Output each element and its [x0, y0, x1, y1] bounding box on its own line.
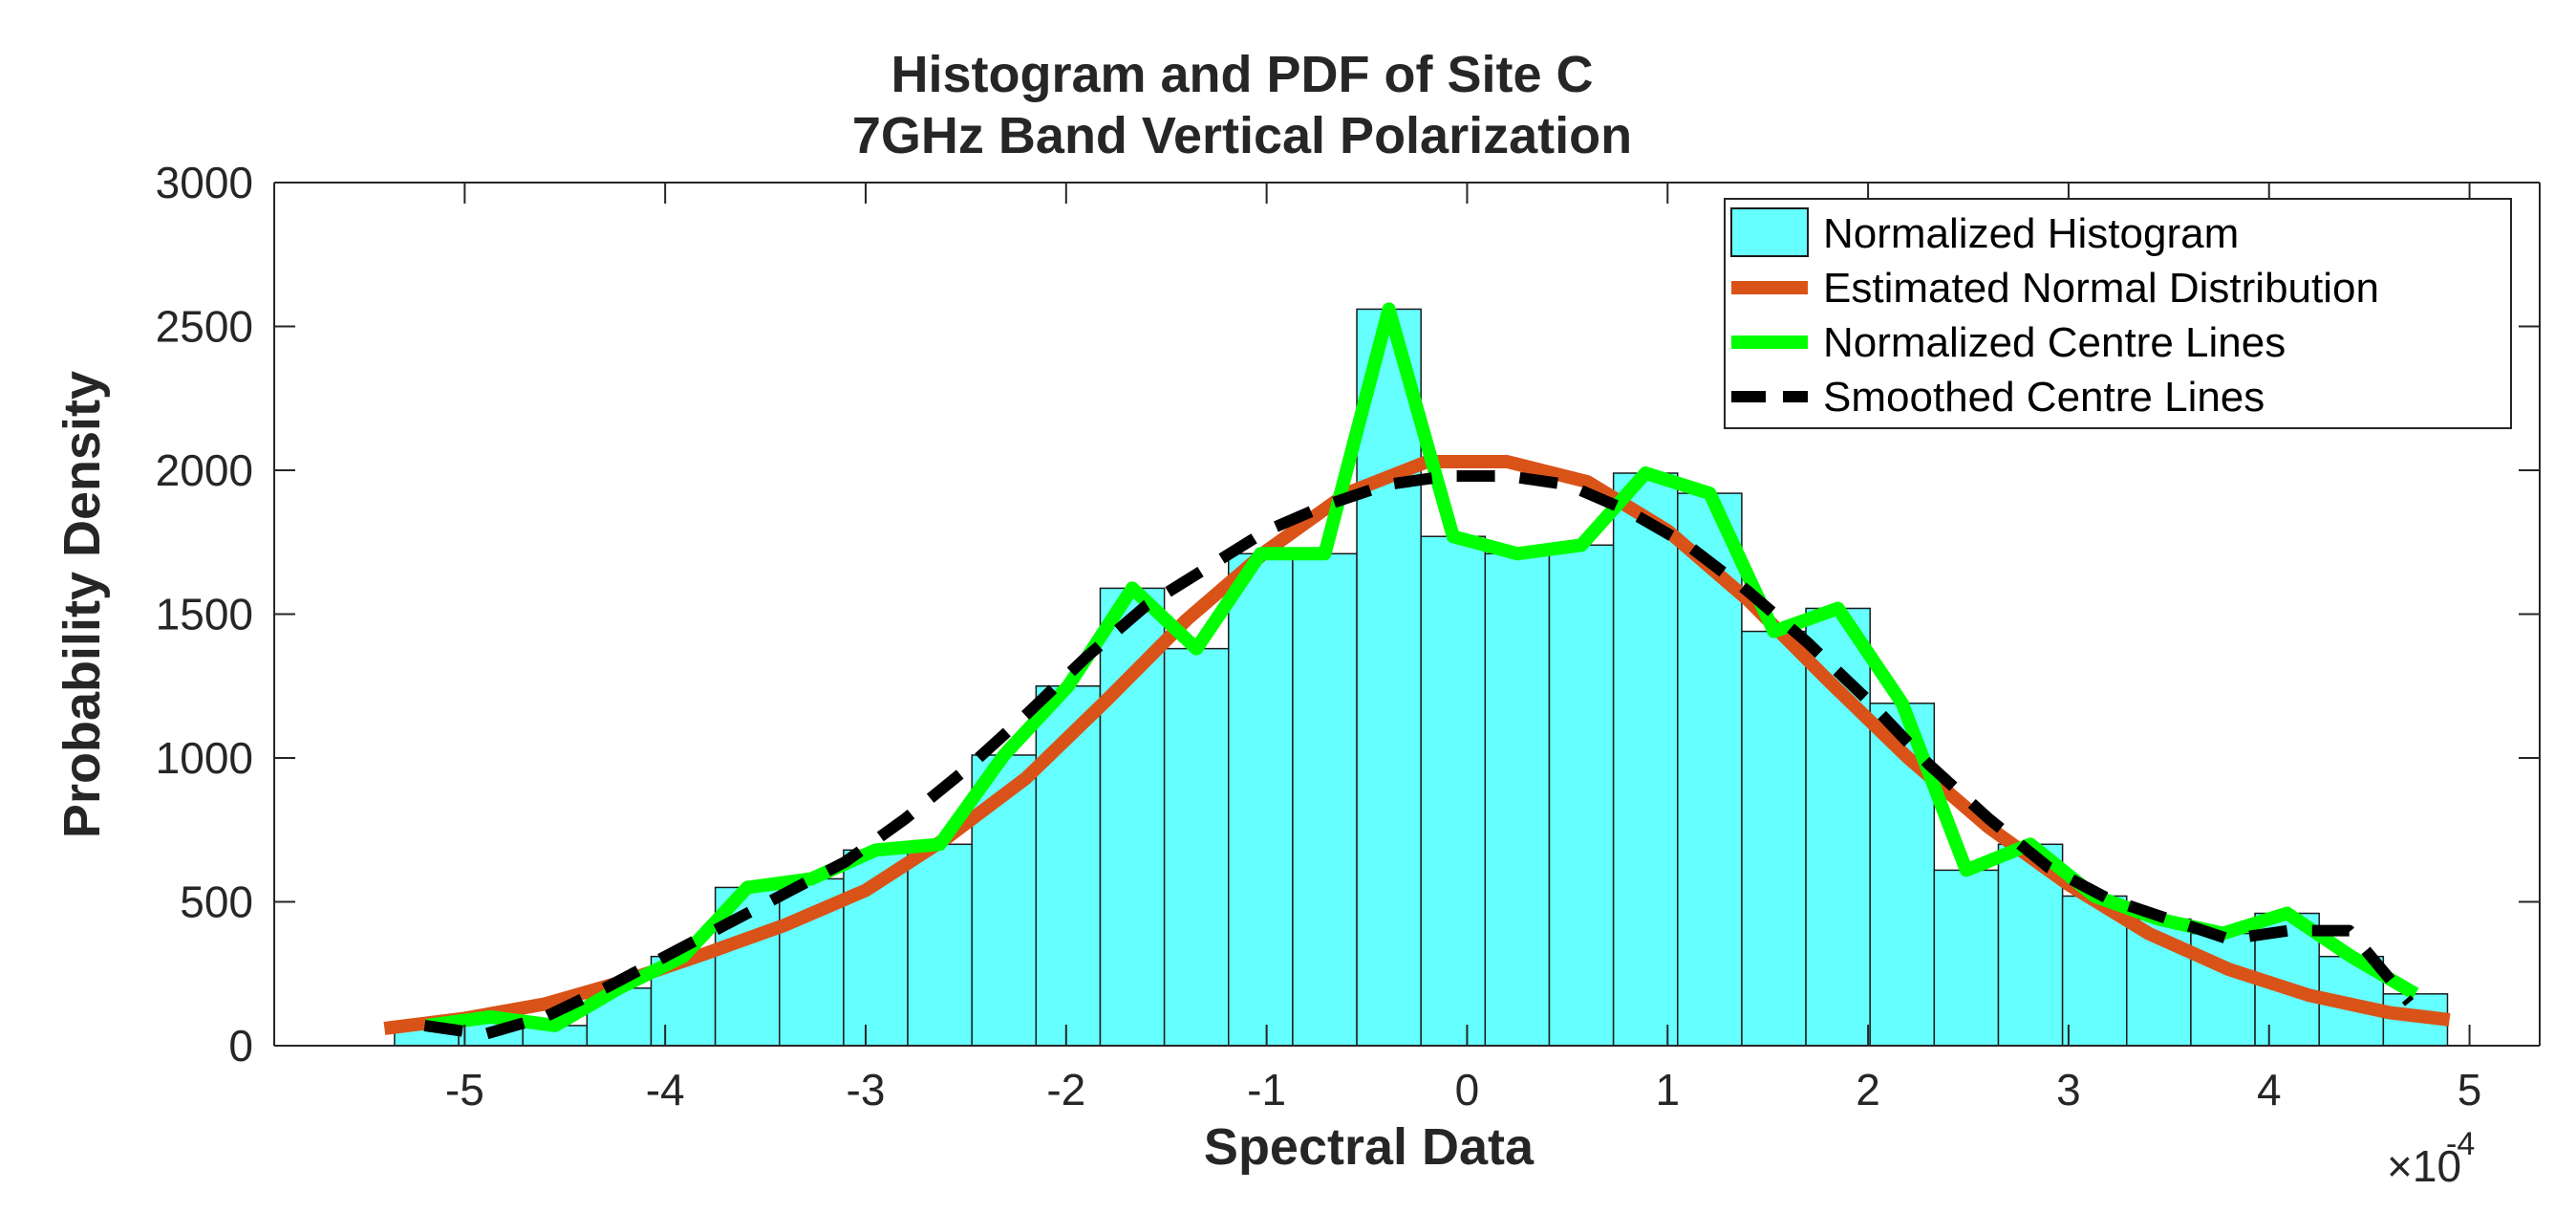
- x-tick-label: 3: [2056, 1065, 2081, 1115]
- histogram-bar: [1163, 647, 1230, 1047]
- chart-title-line-1: Histogram and PDF of Site C: [891, 46, 1593, 103]
- y-tick-label: 0: [228, 1021, 253, 1071]
- legend: Normalized Histogram Estimated Normal Di…: [1724, 198, 2512, 429]
- histogram-bar: [1484, 552, 1551, 1047]
- x-tick-label: 2: [1856, 1065, 1880, 1115]
- histogram-bar: [1228, 552, 1294, 1047]
- histogram-bar: [1292, 552, 1358, 1047]
- histogram-bar: [1356, 308, 1422, 1047]
- y-tick-label: 1500: [156, 590, 253, 639]
- x-tick-label: -2: [1046, 1065, 1085, 1115]
- histogram-bar: [907, 843, 973, 1047]
- x-exponent-power: -4: [2446, 1126, 2475, 1162]
- y-axis-label: Probability Density: [54, 371, 111, 838]
- legend-label-smoothed: Smoothed Centre Lines: [1823, 374, 2265, 421]
- x-tick-label: -5: [445, 1065, 484, 1115]
- x-tick-label: -3: [847, 1065, 886, 1115]
- histogram-bar: [1741, 630, 1807, 1047]
- y-tick-label: 2000: [156, 445, 253, 495]
- histogram-bar: [1612, 472, 1679, 1047]
- x-exponent: ×10 -4: [2387, 1126, 2475, 1191]
- histogram-bar: [1420, 535, 1487, 1047]
- axis-ticks: -5 -4 -3 -2 -1 0 1 2 3 4 5 0 500 1000 1500 2000 2500 3000: [156, 158, 2540, 1115]
- x-tick-label: -4: [646, 1065, 685, 1115]
- x-exponent-base: ×10: [2387, 1141, 2461, 1191]
- legend-label-histogram: Normalized Histogram: [1823, 210, 2239, 257]
- x-tick-label: 5: [2458, 1065, 2482, 1115]
- smoothed-centre-line: [423, 470, 2415, 1040]
- legend-swatch-histogram: [1730, 207, 1809, 257]
- chart-title-line-2: 7GHz Band Vertical Polarization: [852, 107, 1632, 164]
- histogram-bar: [1548, 544, 1615, 1047]
- legend-label-centre: Normalized Centre Lines: [1823, 319, 2286, 366]
- y-tick-label: 3000: [156, 158, 253, 207]
- histogram-bar: [1099, 587, 1166, 1047]
- x-tick-label: -1: [1247, 1065, 1286, 1115]
- legend-label-normal: Estimated Normal Distribution: [1823, 265, 2379, 312]
- y-tick-label: 500: [180, 877, 253, 927]
- y-tick-label: 2500: [156, 302, 253, 352]
- y-tick-label: 1000: [156, 733, 253, 783]
- histogram-bar: [1933, 869, 2000, 1047]
- x-tick-label: 1: [1655, 1065, 1680, 1115]
- x-tick-label: 4: [2257, 1065, 2282, 1115]
- histogram-bar: [1677, 492, 1743, 1047]
- legend-box: [1724, 198, 2512, 429]
- x-axis-label: Spectral Data: [1204, 1118, 1535, 1176]
- series-lines: [383, 302, 2451, 1040]
- x-tick-label: 0: [1455, 1065, 1480, 1115]
